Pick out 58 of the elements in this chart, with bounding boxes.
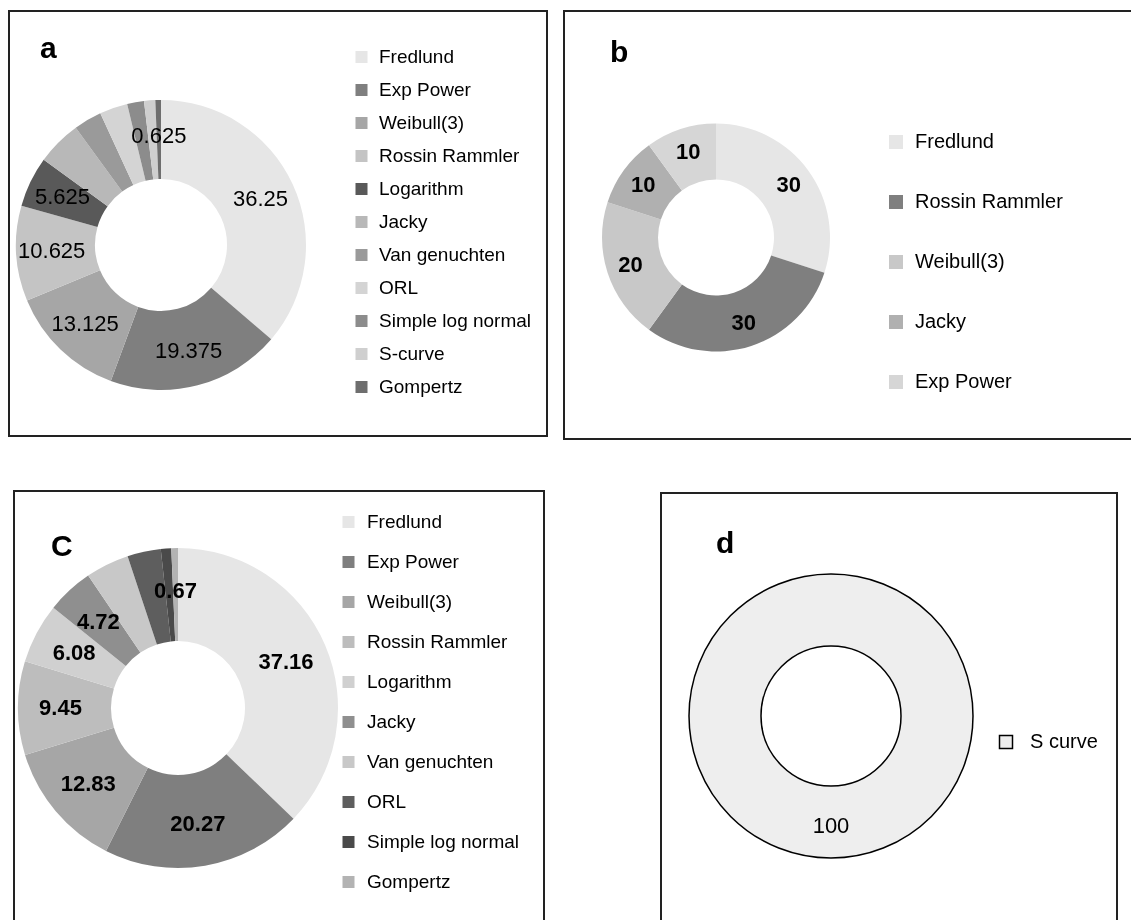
donut-slice (716, 123, 830, 273)
legend-label: Fredlund (367, 511, 442, 532)
data-label: 30 (776, 171, 802, 197)
data-label: 10.625 (18, 238, 86, 264)
legend-label: ORL (367, 791, 407, 812)
donut-slice (18, 661, 114, 755)
legend-label: Exp Power (367, 551, 460, 572)
data-label: 0.625 (131, 122, 187, 148)
legend-label: Exp Power (379, 79, 472, 100)
text: a (40, 31, 57, 64)
donut-slice (24, 607, 126, 689)
donut-slice (16, 205, 101, 301)
legend-label: Simple log normal (367, 831, 520, 852)
data-label: 4.72 (76, 608, 120, 634)
data-label: 37.16 (258, 648, 314, 674)
chart-title: b (610, 35, 629, 68)
legend-label: S curve (1030, 730, 1098, 752)
donut-slice (27, 270, 139, 382)
data-label: 10 (675, 138, 701, 164)
legend-label: Fredlund (915, 130, 994, 152)
legend-label: Rossin Rammler (367, 631, 509, 652)
legend-label: Rossin Rammler (915, 190, 1064, 212)
chart-title: d (716, 526, 735, 559)
legend-label: Simple log normal (379, 310, 532, 331)
data-label: 20 (618, 252, 643, 278)
data-label: 19.375 (155, 337, 223, 363)
data-label: 10 (630, 171, 656, 197)
donut-slice (53, 575, 141, 666)
legend-label: Rossin Rammler (379, 145, 521, 166)
legend-label: Jacky (379, 211, 429, 232)
data-label: 6.08 (52, 640, 96, 666)
legend-label: Logarithm (367, 671, 452, 692)
data-label: 13.125 (51, 310, 119, 336)
legend-label: Logarithm (379, 178, 464, 199)
legend-label: Gompertz (379, 376, 463, 397)
data-label: 20.27 (170, 810, 226, 836)
legend-label: Van genuchten (367, 751, 494, 772)
data-label: 100 (812, 813, 850, 838)
legend-label: Exp Power (915, 370, 1013, 392)
donut-slice (25, 727, 148, 851)
legend-label: Weibull(3) (367, 591, 453, 612)
data-label: 30 (731, 310, 757, 336)
data-label: 36.25 (232, 186, 288, 212)
donut-slice (602, 202, 682, 330)
legend-label: ORL (379, 277, 419, 298)
data-label: 5.625 (34, 184, 91, 210)
donut-slice (648, 255, 825, 352)
data-label: 12.83 (60, 770, 116, 796)
data-label: 9.45 (39, 695, 82, 721)
legend-label: Weibull(3) (915, 250, 1005, 272)
legend-label: Fredlund (379, 46, 454, 67)
legend-label: Weibull(3) (379, 112, 465, 133)
text: C (51, 529, 73, 562)
legend-label: Jacky (367, 711, 417, 732)
legend-label: Gompertz (367, 871, 451, 892)
legend-label: Van genuchten (379, 244, 506, 265)
legend-label: S-curve (379, 343, 445, 364)
legend-label: Jacky (915, 310, 967, 332)
